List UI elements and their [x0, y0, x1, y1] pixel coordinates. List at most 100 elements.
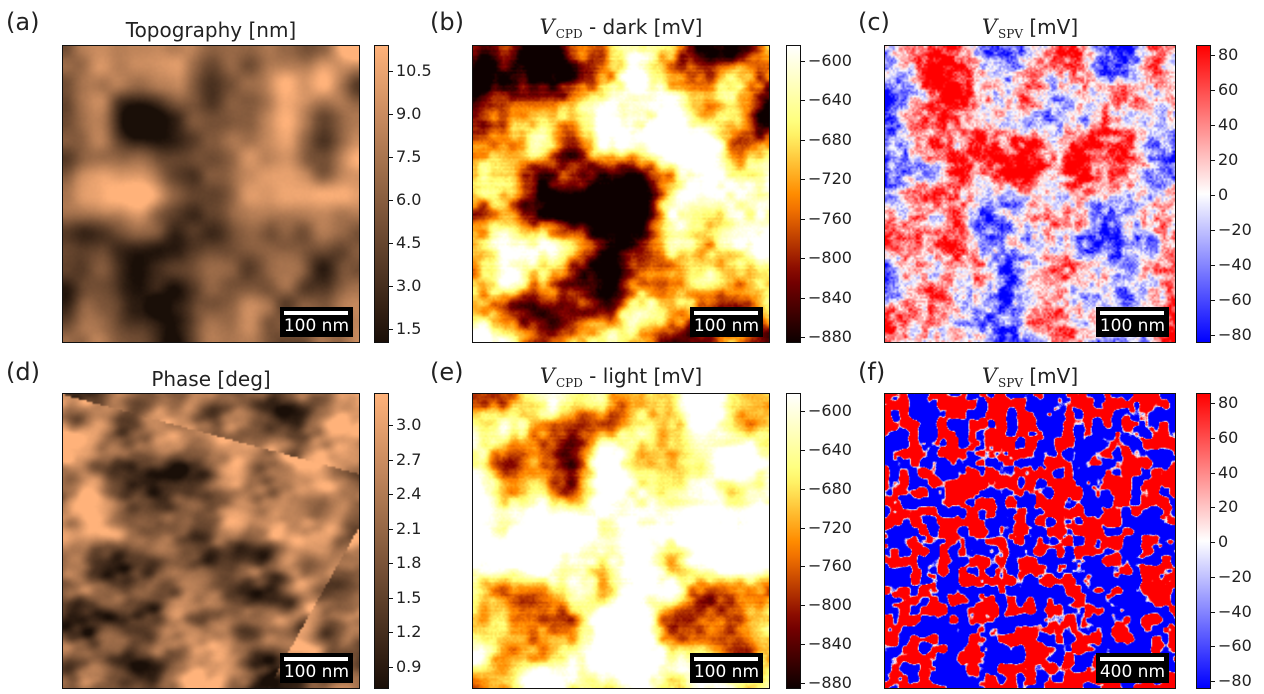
colorbar-f-tick: 0: [1218, 532, 1229, 551]
colorbar-b-tick-mark: [801, 337, 805, 338]
colorbar-d-tick-mark: [389, 632, 393, 634]
colorbar-e-tick: −680: [808, 478, 852, 498]
colorbar-c-tick-mark: [1211, 335, 1215, 336]
colorbar-b-tick-mark: [801, 139, 805, 141]
colorbar-b-tick: −680: [808, 129, 852, 149]
colorbar-b: [786, 45, 801, 343]
panel-label-a: (a): [6, 8, 40, 36]
colorbar-d: [374, 393, 389, 689]
colorbar-c-tick-mark: [1211, 55, 1215, 56]
colorbar-d-tick-mark: [389, 597, 393, 599]
colorbar-d-tick-mark: [389, 667, 393, 668]
scale-bar-c: 100 nm: [1095, 307, 1169, 337]
colorbar-b-tick-mark: [801, 218, 805, 220]
colorbar-d-tick: 3.0: [396, 415, 422, 434]
colorbar-a-tick: 3.0: [396, 276, 422, 295]
colorbar-c-tick: 0: [1218, 185, 1229, 204]
colorbar-e-tick-mark: [801, 683, 805, 684]
colorbar-e-tick: −720: [808, 517, 852, 537]
colorbar-e: [786, 393, 801, 689]
colorbar-a-tick: 1.5: [396, 319, 422, 338]
panel-title-f: VSPV [mV]: [981, 364, 1079, 390]
colorbar-f-tick: 80: [1218, 393, 1239, 412]
colorbar-d-tick: 1.5: [396, 587, 422, 607]
panel-label-d: (d): [6, 358, 40, 386]
colorbar-e-tick-mark: [801, 566, 805, 568]
colorbar-f-tick-mark: [1211, 542, 1215, 543]
colorbar-e-tick-mark: [801, 644, 805, 646]
colorbar-e-tick-mark: [801, 488, 805, 490]
colorbar-c-tick: −60: [1218, 290, 1252, 309]
colorbar-b-tick: −800: [808, 248, 852, 268]
colorbar-c-tick-mark: [1211, 230, 1215, 231]
colorbar-c-tick-mark: [1211, 125, 1215, 126]
panel-title-c: VSPV [mV]: [981, 15, 1079, 41]
colorbar-b-tick: −760: [808, 208, 852, 228]
colorbar-f-tick-mark: [1211, 403, 1215, 404]
colorbar-d-tick: 2.1: [396, 518, 422, 538]
colorbar-a-tick-mark: [389, 329, 393, 330]
panel-title-a: Topography [nm]: [125, 18, 297, 42]
cpd-dark-map: 100 nm: [472, 45, 770, 343]
colorbar-c-tick: 40: [1218, 115, 1239, 134]
colorbar-c-tick: 60: [1218, 80, 1239, 99]
colorbar-e-tick-mark: [801, 411, 805, 412]
panel-label-f: (f): [858, 358, 886, 386]
spv-map-c: 100 nm: [884, 45, 1176, 343]
colorbar-f-tick: 40: [1218, 462, 1239, 482]
colorbar-c-tick: −20: [1218, 220, 1252, 239]
colorbar-b-tick: −640: [808, 90, 852, 110]
colorbar-b-tick-mark: [801, 297, 805, 299]
scale-bar-a: 100 nm: [279, 307, 353, 337]
colorbar-f-tick: −60: [1218, 636, 1252, 656]
scale-bar-b: 100 nm: [689, 307, 763, 337]
colorbar-f-tick: −40: [1218, 601, 1252, 621]
topography-map: 100 nm: [62, 45, 360, 343]
colorbar-a: [374, 45, 389, 343]
colorbar-f-tick-mark: [1211, 646, 1215, 648]
panel-label-b: (b): [430, 8, 464, 36]
colorbar-a-tick: 9.0: [396, 104, 422, 123]
colorbar-a-tick: 6.0: [396, 190, 422, 209]
colorbar-d-tick-mark: [389, 425, 393, 426]
colorbar-f-tick: −20: [1218, 566, 1252, 586]
colorbar-d-tick: 0.9: [396, 657, 422, 676]
panel-label-c: (c): [858, 8, 890, 36]
colorbar-e-tick: −880: [808, 673, 852, 692]
colorbar-c-tick: 20: [1218, 150, 1239, 169]
colorbar-d-tick-mark: [389, 494, 393, 496]
colorbar-d-tick: 1.2: [396, 622, 422, 642]
colorbar-f-tick-mark: [1211, 611, 1215, 613]
colorbar-b-tick: −840: [808, 287, 852, 307]
colorbar-b-tick: −880: [808, 327, 852, 346]
scale-bar-d: 100 nm: [279, 653, 353, 683]
colorbar-c-tick-mark: [1211, 195, 1215, 196]
colorbar-d-tick-mark: [389, 528, 393, 530]
colorbar-a-tick-mark: [389, 71, 393, 72]
colorbar-a-tick: 10.5: [396, 61, 432, 80]
panel-label-e: (e): [430, 358, 464, 386]
colorbar-a-tick-mark: [389, 200, 393, 201]
colorbar-c-tick-mark: [1211, 90, 1215, 91]
colorbar-f-tick-mark: [1211, 437, 1215, 439]
colorbar-e-tick-mark: [801, 449, 805, 451]
colorbar-b-tick-mark: [801, 258, 805, 260]
colorbar-b-tick-mark: [801, 100, 805, 102]
colorbar-a-tick-mark: [389, 286, 393, 287]
colorbar-d-tick-mark: [389, 563, 393, 565]
colorbar-c-tick: −40: [1218, 255, 1252, 274]
colorbar-c-tick-mark: [1211, 160, 1215, 161]
cpd-light-map: 100 nm: [472, 393, 770, 689]
colorbar-e-tick: −640: [808, 439, 852, 459]
colorbar-e-tick: −840: [808, 634, 852, 654]
scale-bar-f: 400 nm: [1095, 653, 1169, 683]
colorbar-f: [1196, 393, 1211, 689]
colorbar-e-tick: −800: [808, 595, 852, 615]
colorbar-b-tick: −720: [808, 169, 852, 189]
colorbar-d-tick-mark: [389, 459, 393, 461]
colorbar-f-tick-mark: [1211, 472, 1215, 474]
colorbar-d-tick: 1.8: [396, 553, 422, 573]
colorbar-c: [1196, 45, 1211, 343]
panel-title-e: VCPD - light [mV]: [539, 364, 703, 390]
colorbar-a-tick-mark: [389, 157, 393, 158]
